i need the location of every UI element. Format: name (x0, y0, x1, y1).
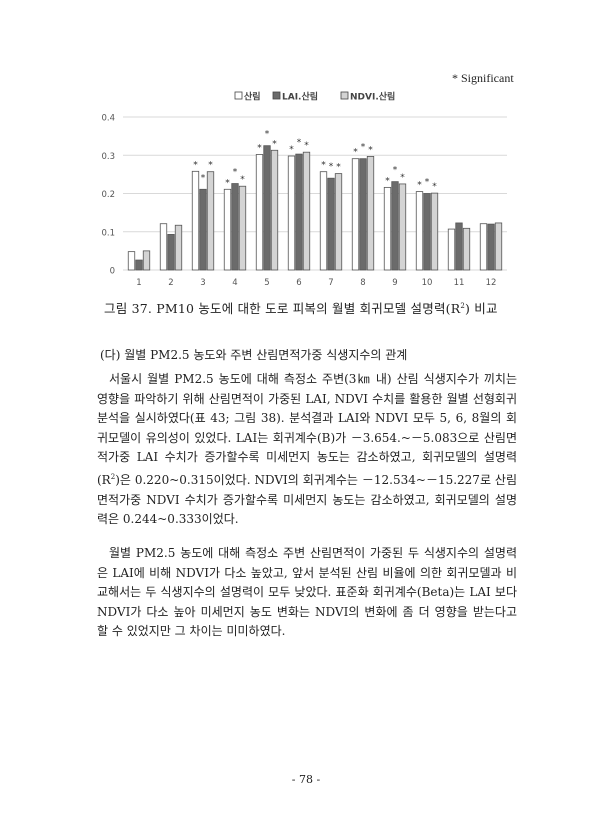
legend-label: NDVI.산림 (350, 91, 395, 103)
bar (334, 173, 343, 271)
bar (159, 223, 168, 271)
significance-marker: * (304, 141, 309, 151)
bar (383, 186, 392, 271)
caption-suffix: ) 비교 (465, 301, 498, 316)
significance-marker: * (201, 173, 206, 183)
para1-text-a: 서울시 월별 PM2.5 농도에 대해 측정소 주변(3㎞ 내) 산림 식생지수… (97, 372, 517, 487)
y-tick-label: 0.2 (101, 190, 115, 200)
legend-swatch (234, 91, 243, 100)
significance-marker: * (329, 162, 334, 172)
bar (423, 193, 431, 271)
bar (287, 155, 296, 271)
x-tick-label: 9 (392, 278, 397, 286)
paragraph-2: 월별 PM2.5 농도에 대해 측정소 주변 산림면적이 가중된 두 식생지수의… (97, 544, 517, 642)
bar (199, 188, 207, 271)
bar (302, 151, 311, 271)
significance-marker: * (265, 130, 270, 140)
x-tick-label: 3 (200, 278, 205, 286)
significance-marker: * (240, 175, 245, 185)
y-tick-label: 0.3 (101, 152, 115, 162)
significance-marker: * (297, 138, 302, 148)
significance-marker: * (321, 161, 326, 171)
y-tick-label: 0.4 (101, 114, 115, 124)
bar (238, 185, 247, 271)
x-tick-label: 6 (296, 278, 301, 286)
bar (455, 222, 463, 271)
bar (415, 191, 424, 271)
x-tick-label: 12 (486, 278, 497, 286)
section-heading: (다) 월별 PM2.5 농도와 주변 산림면적가중 식생지수의 관계 (100, 348, 408, 362)
significance-marker: * (289, 145, 294, 155)
bar (191, 170, 200, 271)
bar (359, 158, 367, 271)
significance-marker: * (208, 161, 213, 171)
x-tick-label: 10 (422, 278, 433, 286)
legend-swatch (272, 91, 281, 100)
bar (135, 259, 143, 271)
x-tick-label: 5 (264, 278, 269, 286)
y-tick-label: 0.1 (101, 228, 115, 238)
significance-note: * Significant (452, 71, 514, 85)
significance-marker: * (353, 148, 358, 158)
x-tick-label: 8 (360, 278, 365, 286)
significance-marker: * (368, 145, 373, 155)
paragraph-1: 서울시 월별 PM2.5 농도에 대해 측정소 주변(3㎞ 내) 산림 식생지수… (97, 370, 517, 530)
bar (366, 155, 375, 271)
bar (206, 171, 215, 271)
bar (391, 181, 399, 271)
x-tick-label: 1 (136, 278, 141, 286)
bar (494, 222, 503, 271)
para1-text-b: )은 0.220~0.315이었다. NDVI의 회귀계수는 －12.534~－… (97, 472, 517, 527)
significance-marker: * (432, 182, 437, 192)
significance-marker: * (400, 173, 405, 183)
significance-marker: * (225, 178, 230, 188)
bar (462, 227, 471, 271)
bar (398, 183, 407, 271)
x-tick-label: 7 (328, 278, 333, 286)
bar (487, 223, 495, 271)
x-tick-label: 2 (168, 278, 173, 286)
legend-label: LAI.산림 (282, 91, 318, 103)
legend-label: 산림 (244, 91, 261, 103)
significance-marker: * (257, 143, 262, 153)
y-tick-label: 0 (110, 267, 115, 277)
bar-chart: 00.10.20.30.4산림 LAI.산림 NDVI.산림1 2***3***4**… (101, 91, 507, 286)
page-number: - 78 - (291, 773, 321, 786)
bar (174, 224, 183, 271)
bar (270, 149, 279, 271)
figure-caption: 그림 37. PM10 농도에 대한 도로 피복의 월별 회귀모델 설명력(R2… (104, 298, 498, 317)
bar (127, 251, 136, 271)
significance-marker: * (417, 181, 422, 191)
significance-marker: * (336, 163, 341, 173)
legend-swatch (340, 91, 349, 100)
bar (327, 177, 335, 271)
bar (351, 158, 360, 271)
bar (167, 234, 175, 271)
para2-text: 월별 PM2.5 농도에 대해 측정소 주변 산림면적이 가중된 두 식생지수의… (97, 546, 517, 639)
x-tick-label: 4 (232, 278, 237, 286)
bar (231, 183, 239, 271)
significance-marker: * (425, 178, 430, 188)
significance-marker: * (393, 166, 398, 176)
significance-marker: * (385, 176, 390, 186)
significance-marker: * (233, 168, 238, 178)
significance-marker: * (272, 139, 277, 149)
bar (447, 228, 456, 271)
caption-sup: 2 (460, 301, 466, 310)
bar (263, 145, 271, 271)
x-tick-label: 11 (454, 278, 465, 286)
bar (255, 154, 264, 271)
bar (223, 188, 232, 271)
para1-sup: 2 (110, 472, 116, 481)
bar (479, 223, 488, 271)
bar (142, 250, 151, 271)
significance-marker: * (361, 143, 366, 153)
significance-marker: * (193, 160, 198, 170)
bar (319, 171, 328, 271)
caption-text: 그림 37. PM10 농도에 대한 도로 피복의 월별 회귀모델 설명력(R (104, 301, 461, 316)
bar (295, 153, 303, 271)
bar (430, 192, 439, 271)
